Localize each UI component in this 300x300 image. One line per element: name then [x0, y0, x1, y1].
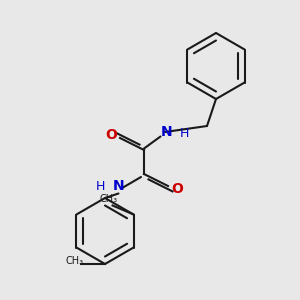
Text: H: H [180, 127, 189, 140]
Text: H: H [96, 179, 105, 193]
Text: O: O [171, 182, 183, 196]
Text: N: N [113, 179, 124, 193]
Text: CH₃: CH₃ [99, 194, 117, 205]
Text: CH₃: CH₃ [66, 256, 84, 266]
Text: O: O [105, 128, 117, 142]
Text: N: N [161, 125, 172, 139]
